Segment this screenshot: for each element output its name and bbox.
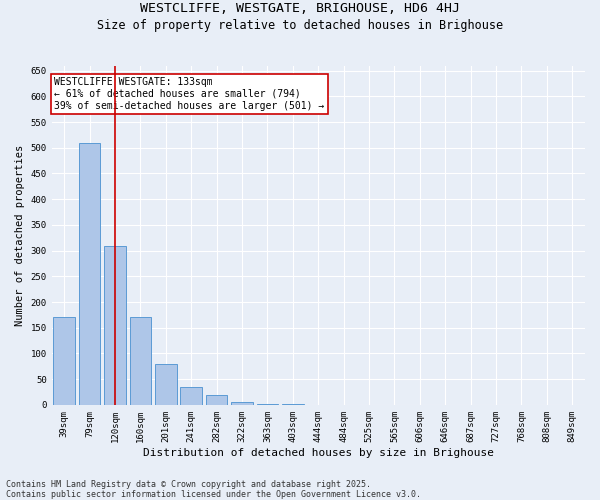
X-axis label: Distribution of detached houses by size in Brighouse: Distribution of detached houses by size … [143, 448, 494, 458]
Bar [206, 394, 227, 405]
Bar [282, 404, 304, 405]
Bar [181, 387, 202, 405]
Bar [231, 402, 253, 405]
Text: WESTCLIFFE WESTGATE: 133sqm
← 61% of detached houses are smaller (794)
39% of se: WESTCLIFFE WESTGATE: 133sqm ← 61% of det… [54, 78, 325, 110]
Bar [155, 364, 176, 405]
Text: Contains HM Land Registry data © Crown copyright and database right 2025.
Contai: Contains HM Land Registry data © Crown c… [6, 480, 421, 499]
Text: WESTCLIFFE, WESTGATE, BRIGHOUSE, HD6 4HJ: WESTCLIFFE, WESTGATE, BRIGHOUSE, HD6 4HJ [140, 2, 460, 16]
Bar [79, 142, 100, 405]
Bar [130, 318, 151, 405]
Y-axis label: Number of detached properties: Number of detached properties [15, 144, 25, 326]
Bar [53, 318, 75, 405]
Text: Size of property relative to detached houses in Brighouse: Size of property relative to detached ho… [97, 19, 503, 32]
Bar [257, 404, 278, 405]
Bar [104, 246, 126, 405]
